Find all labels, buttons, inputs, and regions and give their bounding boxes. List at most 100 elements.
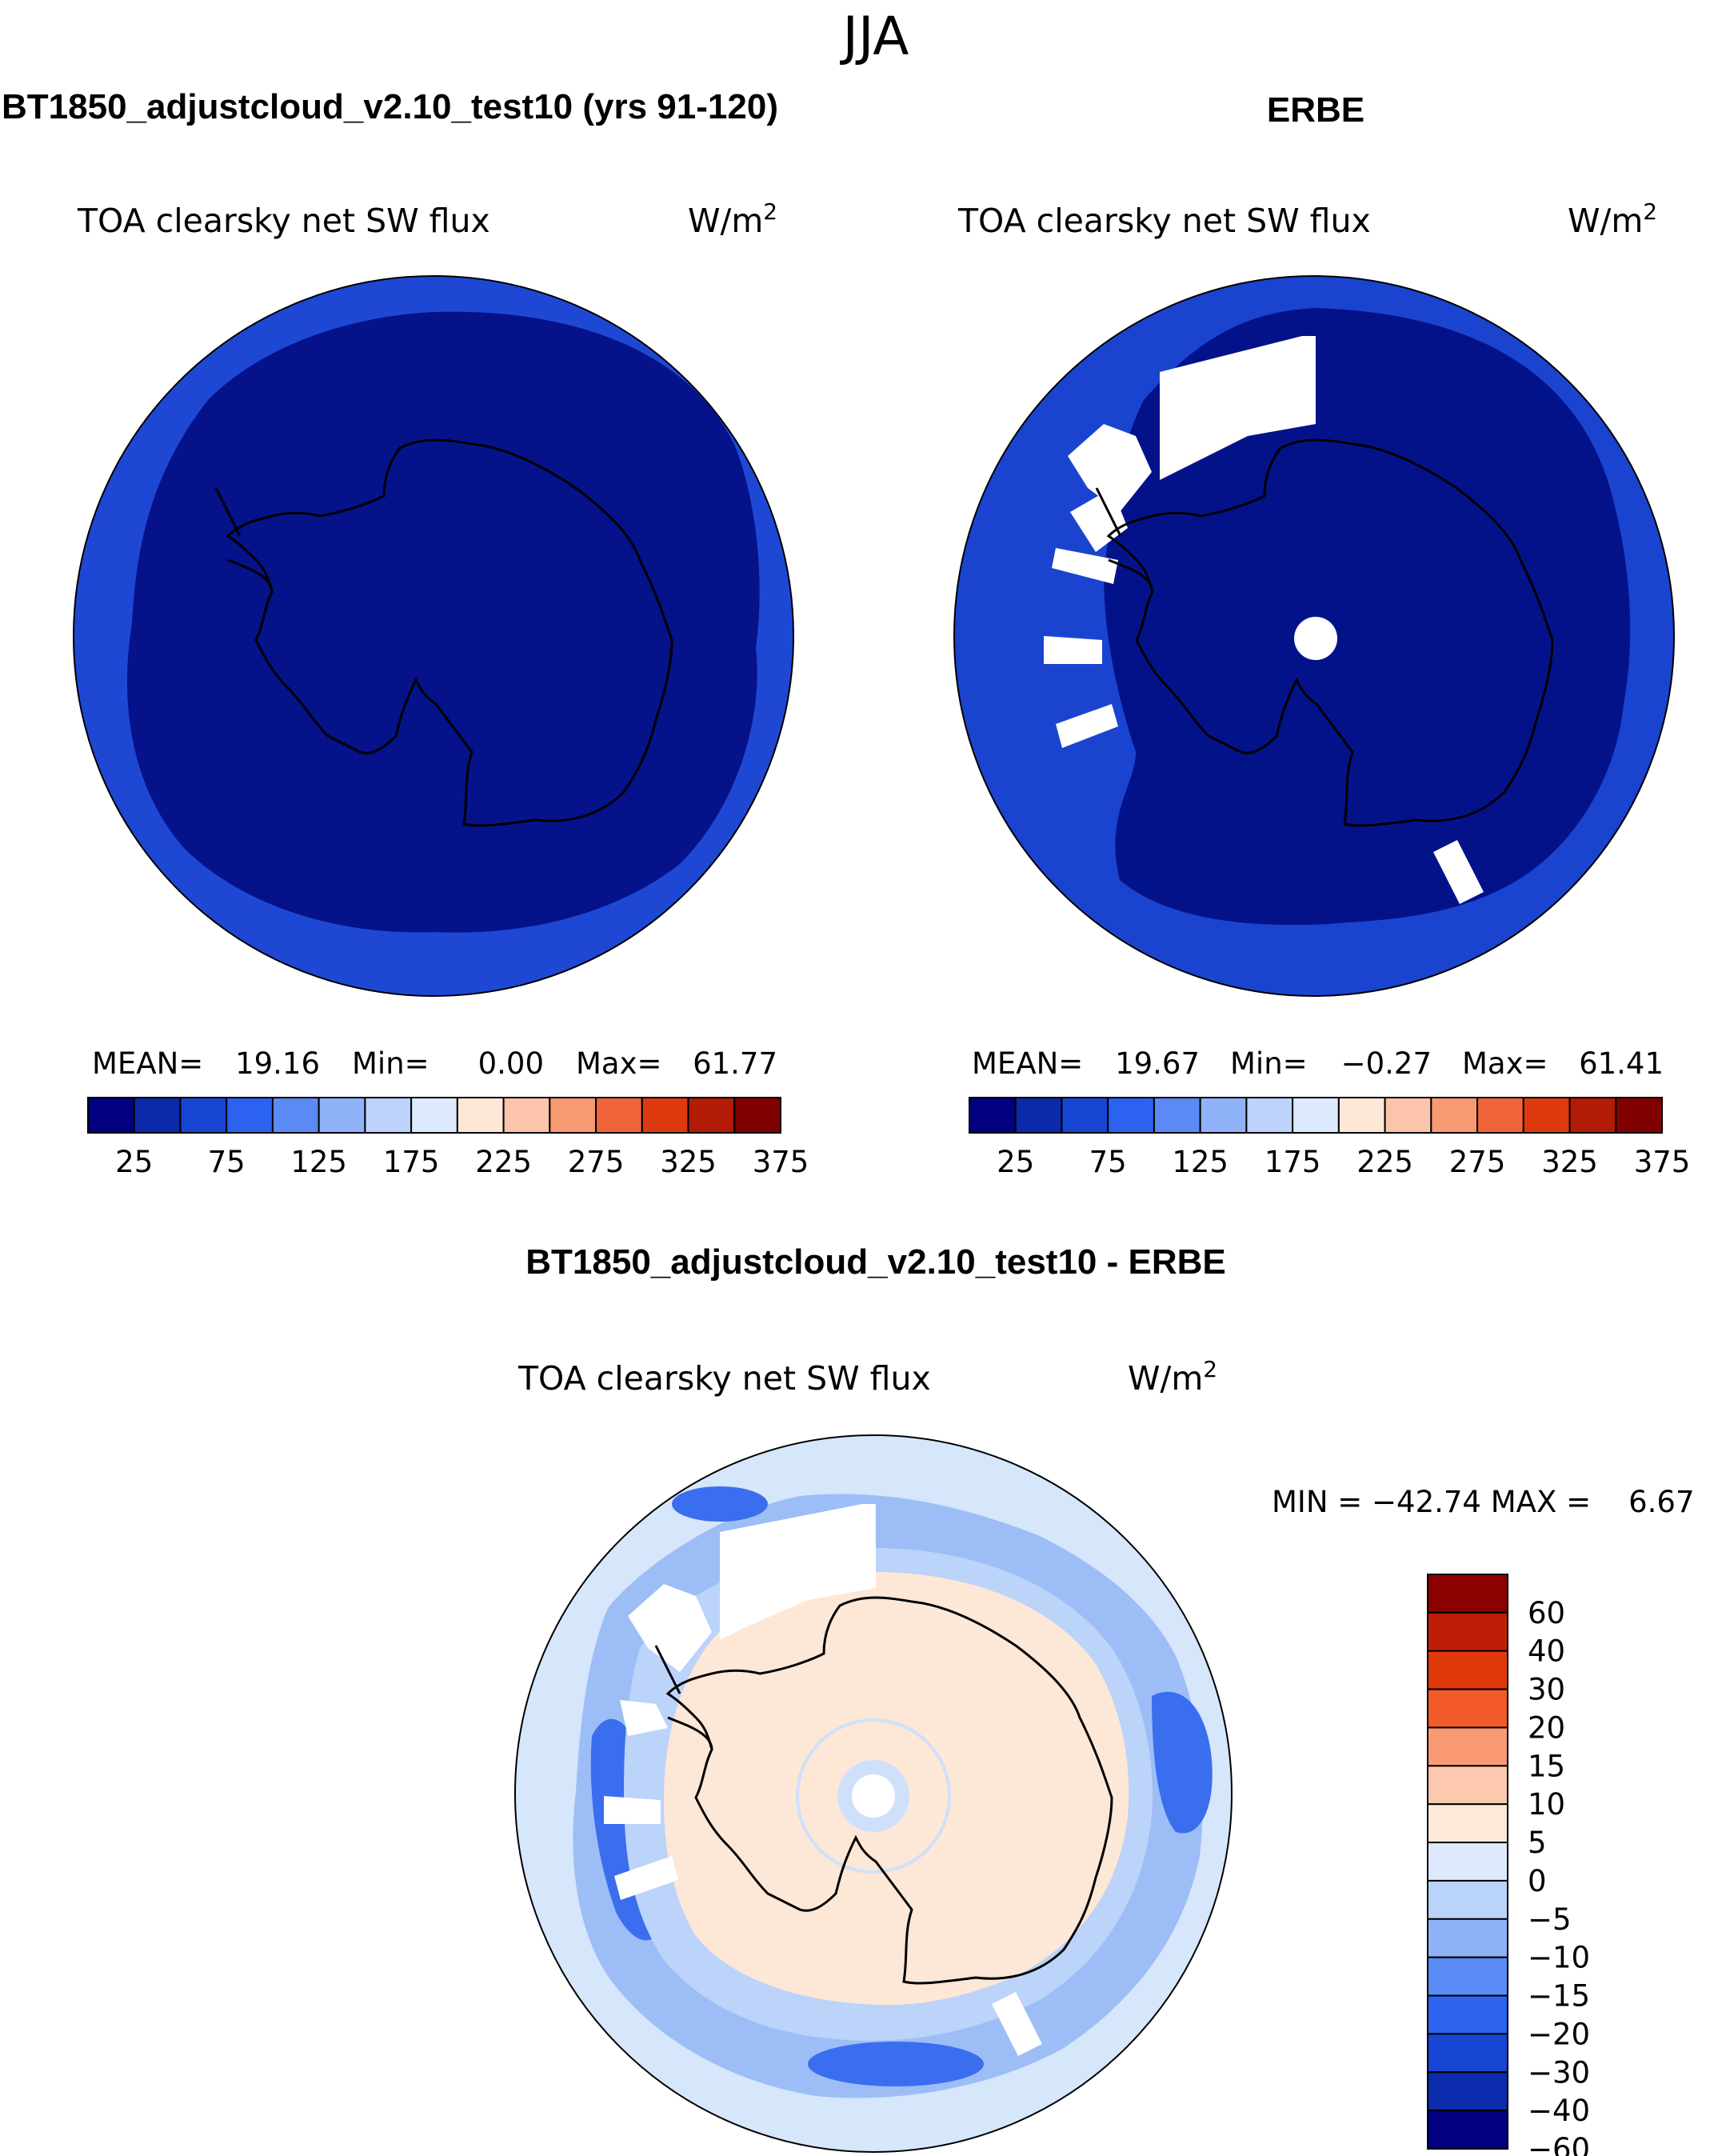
- diff-colorbar-label: 60: [1528, 1596, 1565, 1630]
- diff-negative-core: [808, 2042, 984, 2086]
- diff-data-gap: [620, 1700, 668, 1736]
- model-variable-label: TOA clearsky net SW flux: [77, 202, 490, 240]
- diff-variable-label: TOA clearsky net SW flux: [517, 1359, 931, 1398]
- diff-data-gap: [628, 1584, 712, 1672]
- model-colorbar-label: 175: [383, 1145, 440, 1179]
- obs-colorbar-swatch: [1430, 1097, 1479, 1134]
- model-colorbar-swatch: [641, 1097, 689, 1134]
- model-colorbar-swatch: [133, 1097, 182, 1134]
- model-units: W/m2: [688, 198, 777, 240]
- diff-colorbar-label: 0: [1528, 1864, 1547, 1898]
- obs-data-gap: [1052, 548, 1118, 584]
- model-colorbar-swatch: [271, 1097, 320, 1134]
- obs-colorbar-label: 125: [1172, 1145, 1229, 1179]
- obs-data-gap: [1068, 424, 1152, 512]
- obs-max-value: 61.41: [1579, 1046, 1664, 1081]
- model-colorbar-swatch: [595, 1097, 643, 1134]
- obs-data-gap: [1056, 704, 1118, 748]
- diff-colorbar-swatch: [1427, 1956, 1508, 1997]
- obs-inner-band: [1104, 308, 1631, 926]
- diff-negative-core: [672, 1486, 768, 1522]
- diff-colorbar-label: −5: [1528, 1902, 1572, 1937]
- diff-colorbar-label: 10: [1528, 1787, 1565, 1822]
- obs-colorbar-swatch: [1107, 1097, 1155, 1134]
- diff-pole-hole: [852, 1774, 895, 1818]
- model-colorbar-swatch: [410, 1097, 458, 1134]
- diff-colorbar-swatch: [1427, 1574, 1508, 1614]
- diff-colorbar-label: 20: [1528, 1710, 1565, 1745]
- obs-colorbar-swatch: [1061, 1097, 1109, 1134]
- diff-data-gap: [992, 1992, 1042, 2056]
- obs-max-label: Max=: [1462, 1046, 1548, 1081]
- diff-colorbar-label: −10: [1528, 1941, 1590, 1975]
- season-title: JJA: [840, 6, 909, 67]
- obs-colorbar-label: 275: [1449, 1145, 1506, 1179]
- model-colorbar-label: 25: [115, 1145, 153, 1179]
- diff-colorbar-swatch: [1427, 2033, 1508, 2074]
- obs-colorbar-swatch: [1568, 1097, 1617, 1134]
- diff-minmax: MIN = −42.74 MAX = 6.67: [1272, 1485, 1695, 1519]
- model-case-title: BT1850_adjustcloud_v2.10_test10 (yrs 91-…: [2, 87, 778, 126]
- model-colorbar-swatch: [226, 1097, 274, 1134]
- obs-data-gap: [1070, 488, 1128, 552]
- obs-colorbar-swatch: [1522, 1097, 1571, 1134]
- diff-pole-ring: [796, 1718, 951, 1874]
- obs-peninsula-outline: [1095, 487, 1154, 593]
- model-colorbar-swatch: [456, 1097, 505, 1134]
- obs-colorbar: 25 75 125 175 225 275 325 375: [969, 1097, 1691, 1179]
- diff-colorbar-swatch: [1427, 2110, 1508, 2150]
- diff-colorbar-label: 5: [1528, 1826, 1547, 1860]
- obs-colorbar-swatch: [1476, 1097, 1524, 1134]
- obs-colorbar-label: 175: [1265, 1145, 1321, 1179]
- diff-case-title: BT1850_adjustcloud_v2.10_test10 - ERBE: [525, 1242, 1226, 1282]
- obs-colorbar-swatch: [1199, 1097, 1248, 1134]
- diff-colorbar-label: −40: [1528, 2094, 1590, 2128]
- obs-colorbar-swatch: [1153, 1097, 1201, 1134]
- model-mean-value: 19.16: [235, 1046, 320, 1081]
- model-colorbar-swatch: [318, 1097, 366, 1134]
- model-colorbar-swatch: [87, 1097, 135, 1134]
- model-colorbar-label: 75: [208, 1145, 246, 1179]
- model-colorbar: 25 75 125 175 225 275 325 375: [87, 1097, 809, 1179]
- obs-colorbar-label: 375: [1634, 1145, 1691, 1179]
- obs-colorbar-swatch: [1014, 1097, 1063, 1134]
- obs-mean-label: MEAN=: [972, 1046, 1083, 1081]
- obs-colorbar-label: 75: [1089, 1145, 1127, 1179]
- diff-colorbar-swatch: [1427, 1688, 1508, 1729]
- obs-data-gap: [1160, 336, 1316, 480]
- diff-colorbar-swatch: [1427, 1842, 1508, 1882]
- diff-data-gap: [614, 1856, 678, 1900]
- diff-colorbar-swatch: [1427, 1879, 1508, 1920]
- diff-colorbar-swatch: [1427, 1650, 1508, 1690]
- obs-units: W/m2: [1568, 198, 1657, 240]
- obs-colorbar-swatch: [1245, 1097, 1294, 1134]
- obs-data-gap: [1433, 840, 1484, 904]
- diff-colorbar-swatch: [1427, 1611, 1508, 1652]
- diff-data-gap: [604, 1796, 661, 1824]
- diff-peninsula-outline: [654, 1645, 713, 1750]
- model-colorbar-label: 225: [475, 1145, 532, 1179]
- panel-diff: BT1850_adjustcloud_v2.10_test10 - ERBE T…: [514, 1242, 1695, 2156]
- diff-colorbar-swatch: [1427, 1994, 1508, 2035]
- model-peninsula-outline: [214, 487, 274, 593]
- model-colorbar-swatch: [733, 1097, 781, 1134]
- obs-pole-hole: [1294, 617, 1337, 660]
- obs-map: [954, 276, 1674, 996]
- model-colorbar-label: 325: [660, 1145, 717, 1179]
- model-min-value: 0.00: [478, 1046, 544, 1081]
- obs-map-border: [953, 275, 1675, 997]
- obs-variable-label: TOA clearsky net SW flux: [957, 202, 1371, 240]
- obs-colorbar-swatch: [1337, 1097, 1386, 1134]
- diff-colorbar-label: 15: [1528, 1749, 1565, 1783]
- diff-negative-core: [1152, 1691, 1213, 1834]
- model-map-border: [73, 275, 794, 997]
- obs-colorbar-swatch: [1292, 1097, 1340, 1134]
- model-min-label: Min=: [352, 1046, 430, 1081]
- obs-colorbar-swatch: [1615, 1097, 1664, 1134]
- obs-data-gap: [1044, 636, 1102, 664]
- diff-data-gap: [720, 1504, 876, 1640]
- diff-map-border: [514, 1434, 1233, 2153]
- diff-units: W/m2: [1128, 1356, 1217, 1398]
- diff-colorbar-label: 40: [1528, 1634, 1565, 1669]
